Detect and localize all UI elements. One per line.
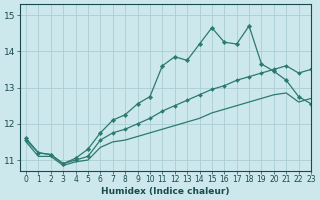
X-axis label: Humidex (Indice chaleur): Humidex (Indice chaleur): [101, 187, 230, 196]
